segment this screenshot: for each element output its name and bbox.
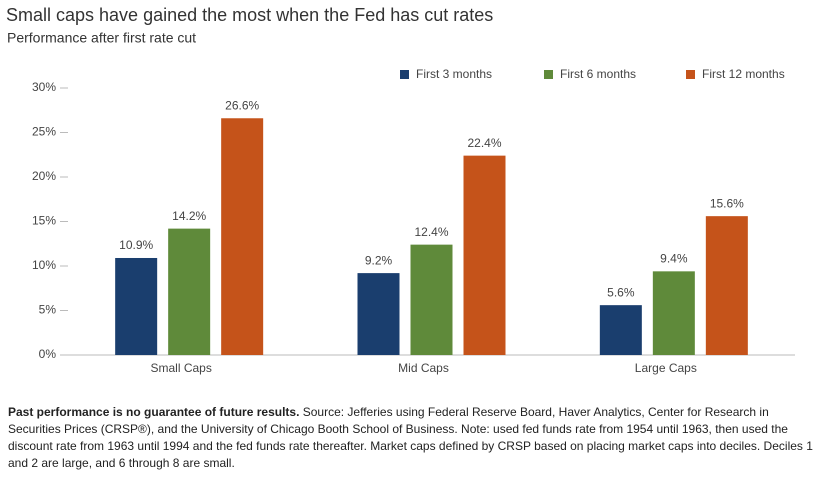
y-tick-label: 0% bbox=[39, 347, 57, 361]
x-tick-label: Small Caps bbox=[150, 361, 211, 375]
y-tick-label: 20% bbox=[32, 169, 56, 183]
chart-subtitle: Performance after first rate cut bbox=[7, 30, 196, 46]
legend-swatch bbox=[400, 70, 409, 79]
value-label: 22.4% bbox=[467, 136, 501, 150]
legend-swatch bbox=[686, 70, 695, 79]
bar bbox=[115, 257, 158, 355]
y-tick-label: 15% bbox=[32, 214, 56, 228]
value-label: 9.2% bbox=[365, 253, 393, 267]
footnote-bold: Past performance is no guarantee of futu… bbox=[8, 405, 300, 419]
chart-title: Small caps have gained the most when the… bbox=[6, 5, 493, 25]
value-label: 5.6% bbox=[607, 285, 635, 299]
y-tick-label: 10% bbox=[32, 258, 56, 272]
value-label: 15.6% bbox=[710, 196, 744, 210]
y-tick-label: 25% bbox=[32, 125, 56, 139]
value-label: 14.2% bbox=[172, 209, 206, 223]
y-tick-label: 30% bbox=[32, 80, 56, 94]
legend-label: First 12 months bbox=[702, 67, 785, 81]
legend-label: First 3 months bbox=[416, 67, 492, 81]
bar bbox=[221, 118, 264, 355]
value-label: 12.4% bbox=[414, 225, 448, 239]
y-tick-label: 5% bbox=[39, 303, 57, 317]
bar bbox=[357, 273, 400, 355]
x-tick-label: Mid Caps bbox=[398, 361, 449, 375]
x-tick-label: Large Caps bbox=[635, 361, 697, 375]
legend-label: First 6 months bbox=[560, 67, 636, 81]
value-label: 9.4% bbox=[660, 252, 688, 266]
bar bbox=[599, 305, 642, 355]
footnote: Past performance is no guarantee of futu… bbox=[8, 404, 816, 472]
legend-swatch bbox=[544, 70, 553, 79]
bar bbox=[652, 271, 695, 355]
chart: Small caps have gained the most when the… bbox=[6, 5, 795, 375]
value-label: 26.6% bbox=[225, 98, 259, 112]
value-label: 10.9% bbox=[119, 238, 153, 252]
bar bbox=[705, 216, 748, 355]
footnote-text: Source: Jefferies using Federal Reserve … bbox=[8, 405, 813, 470]
bar bbox=[168, 228, 211, 355]
bar bbox=[410, 244, 453, 355]
bar bbox=[463, 155, 506, 355]
